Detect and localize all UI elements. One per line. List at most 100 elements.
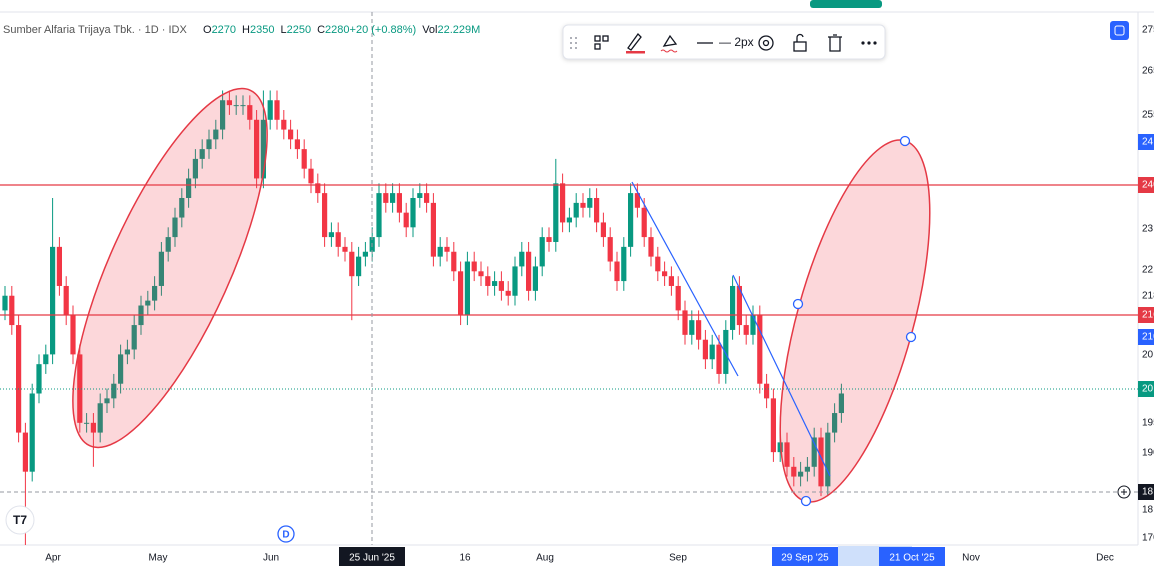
candle-body xyxy=(709,344,715,360)
legend-value: 2350 xyxy=(250,24,274,36)
candle-body xyxy=(390,193,396,203)
logo[interactable] xyxy=(5,505,35,535)
candle-body xyxy=(97,403,103,433)
candle-body xyxy=(328,232,334,238)
time-tag xyxy=(339,547,405,566)
templates-icon[interactable] xyxy=(594,35,601,42)
time-tag xyxy=(772,547,838,566)
candle-body xyxy=(16,325,22,433)
legend-label: H xyxy=(242,24,250,36)
logo-mark: T7 xyxy=(13,513,27,527)
candle-body xyxy=(111,383,117,399)
candle-body xyxy=(90,422,96,433)
candle-body xyxy=(832,413,838,433)
candle-body xyxy=(526,251,532,291)
ellipse-drawing[interactable] xyxy=(35,66,305,471)
price-label: 18 xyxy=(1142,505,1154,516)
price-label: 265 xyxy=(1142,66,1154,77)
candle-body xyxy=(301,149,307,169)
candle-body xyxy=(172,217,178,238)
candle-body xyxy=(634,193,640,208)
trend-line[interactable] xyxy=(732,274,831,477)
price-label: 255 xyxy=(1142,110,1154,121)
settings-icon[interactable] xyxy=(758,35,774,51)
line-width-label[interactable]: — 2px xyxy=(719,35,754,49)
fill-color-icon[interactable] xyxy=(662,34,678,47)
candle-body xyxy=(70,315,76,355)
candle-body xyxy=(308,168,314,184)
time-label: 16 xyxy=(459,553,471,564)
drawing-handle[interactable] xyxy=(792,298,804,310)
candle-body xyxy=(689,320,695,335)
price-label: 240 xyxy=(1142,180,1154,191)
candle-body xyxy=(424,193,430,203)
price-tag xyxy=(1138,134,1154,150)
symbol-title: Sumber Alfaria Trijaya Tbk. · 1D · IDX xyxy=(3,24,187,36)
candle-body xyxy=(811,437,817,467)
drawing-handle[interactable] xyxy=(899,135,911,147)
candle-body xyxy=(356,256,362,277)
candle-body xyxy=(546,237,552,242)
candle-body xyxy=(410,197,416,228)
candle-body xyxy=(430,202,436,257)
candle-body xyxy=(165,237,171,252)
candle-body xyxy=(553,183,559,242)
candle-body xyxy=(614,261,620,282)
line-color-icon[interactable] xyxy=(627,32,642,51)
dividend-marker[interactable] xyxy=(277,525,295,543)
legend-label: O xyxy=(203,24,212,36)
delete-icon[interactable] xyxy=(828,34,842,52)
candle-body xyxy=(247,105,253,120)
candle-body xyxy=(716,344,722,374)
candle-body xyxy=(437,246,443,257)
candle-body xyxy=(675,285,681,311)
time-label: Aug xyxy=(536,553,554,564)
candle-body xyxy=(458,271,464,316)
candle-body xyxy=(498,281,504,291)
candle-body xyxy=(838,393,844,414)
price-label: 190 xyxy=(1142,448,1154,459)
candle-body xyxy=(757,315,763,384)
price-tag xyxy=(1138,307,1154,323)
candle-body xyxy=(628,193,634,247)
trend-line[interactable] xyxy=(631,181,739,377)
candle-body xyxy=(662,271,668,277)
price-tag xyxy=(1138,484,1154,500)
drawing-handle[interactable] xyxy=(905,331,917,343)
candle-body xyxy=(124,349,130,355)
candle-body xyxy=(192,158,198,179)
candle-body xyxy=(294,139,300,150)
candle-body xyxy=(682,310,688,335)
lock-icon[interactable] xyxy=(793,41,807,52)
candle-body xyxy=(696,320,702,340)
candle-body xyxy=(478,271,484,277)
candle-body xyxy=(621,246,627,282)
candle-body xyxy=(519,251,525,267)
candle-body xyxy=(764,383,770,399)
price-label: 275 xyxy=(1142,25,1154,36)
candle-body xyxy=(29,393,35,472)
fit-button[interactable] xyxy=(1110,21,1129,40)
price-tag xyxy=(1138,381,1154,397)
legend-label: C xyxy=(317,24,325,36)
candle-body xyxy=(267,100,273,120)
trade-button[interactable] xyxy=(810,0,882,8)
price-label: 20 xyxy=(1142,384,1154,395)
candle-body xyxy=(131,325,137,350)
candle-body xyxy=(723,329,729,374)
price-label: 170 xyxy=(1142,533,1154,544)
legend-value: 22.229M xyxy=(437,24,480,36)
time-scale: Apr May Jun 25 Jun '25 16 Aug Sep 29 Sep '25 21 … xyxy=(45,547,1114,566)
price-label: 22 xyxy=(1142,265,1154,276)
candle-body xyxy=(213,129,219,140)
ellipse-drawing[interactable] xyxy=(749,125,960,516)
candle-body xyxy=(451,251,457,272)
candle-body xyxy=(743,325,749,335)
drawing-handle[interactable] xyxy=(800,495,812,507)
legend-value: 2270 xyxy=(212,24,236,36)
dividend-letter: D xyxy=(282,530,289,541)
candle-body xyxy=(648,237,654,257)
candle-body xyxy=(179,197,185,218)
candle-body xyxy=(485,276,491,286)
